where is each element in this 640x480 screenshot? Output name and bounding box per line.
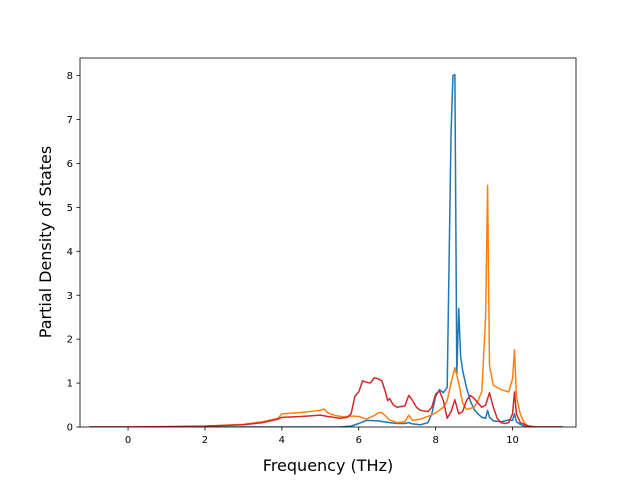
- y-axis-label: Partial Density of States: [36, 146, 55, 338]
- y-tick-label: 0: [67, 423, 73, 434]
- y-tick-label: 6: [67, 159, 73, 170]
- axes-frame: [79, 57, 577, 428]
- y-tick-label: 7: [67, 115, 73, 126]
- y-tick-label: 5: [67, 203, 73, 214]
- y-tick-label: 1: [67, 379, 73, 390]
- x-axis-label: Frequency (THz): [263, 456, 393, 475]
- x-tick-label: 2: [202, 435, 208, 446]
- x-tick-label: 0: [125, 435, 131, 446]
- x-tick-label: 4: [279, 435, 285, 446]
- x-tick-label: 10: [506, 435, 519, 446]
- x-tick-label: 8: [432, 435, 438, 446]
- series-line-1: [89, 73, 563, 427]
- series-line-3: [89, 377, 563, 427]
- series-line-2: [89, 184, 563, 427]
- ticks-layer: 0 2 4 6 8 10 0 1 2 3 4 5 6 7 8: [67, 71, 519, 446]
- y-tick-label: 4: [67, 247, 73, 258]
- series-layer: [89, 73, 563, 427]
- x-tick-label: 6: [356, 435, 362, 446]
- y-tick-label: 2: [67, 335, 73, 346]
- plot-frame: [79, 57, 577, 428]
- y-tick-label: 3: [67, 291, 73, 302]
- y-tick-label: 8: [67, 71, 73, 82]
